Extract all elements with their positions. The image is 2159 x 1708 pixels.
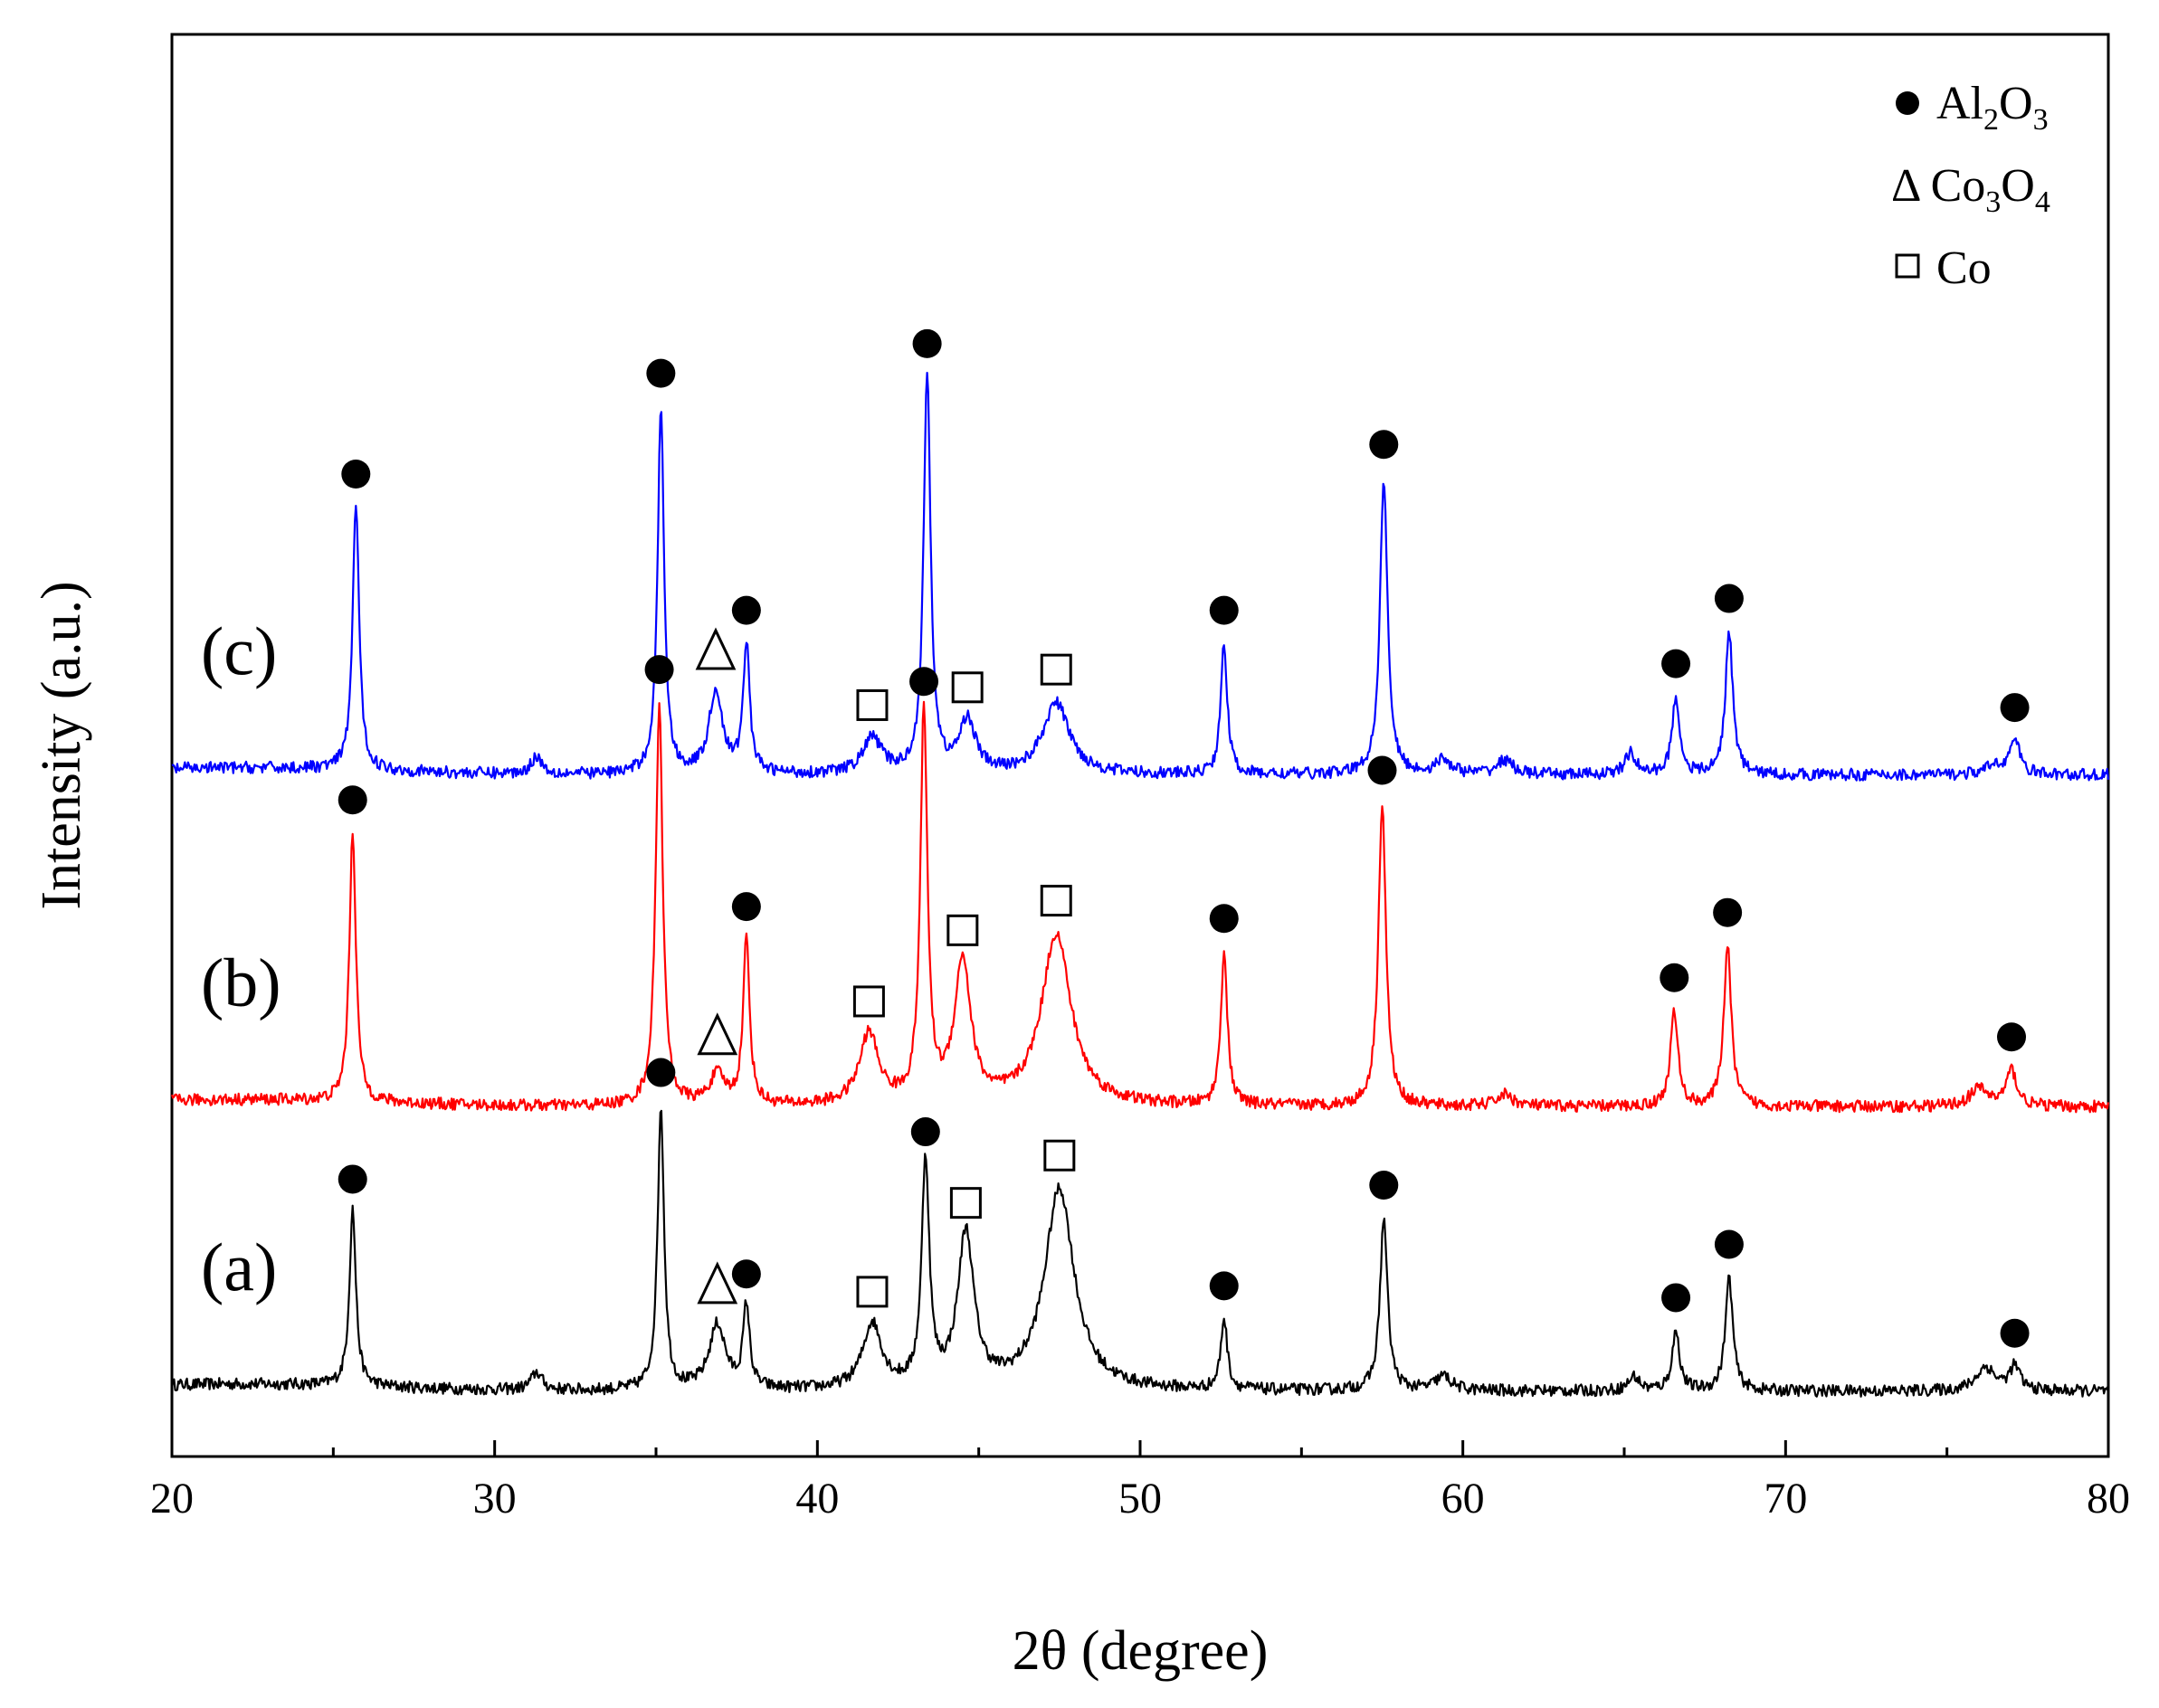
legend-co3o4-part2: O bbox=[2001, 160, 2035, 212]
series-label-0: (a) bbox=[201, 1230, 277, 1306]
series-labels: (a) (b) (c) bbox=[201, 613, 281, 1305]
x-tick-label: 70 bbox=[1764, 1475, 1807, 1523]
series-curve-2 bbox=[171, 372, 2110, 782]
x-tick-label: 50 bbox=[1118, 1475, 1162, 1523]
al2o3-marker bbox=[912, 328, 942, 358]
legend-al2o3-part2: O bbox=[1999, 78, 2033, 129]
legend-item-al2o3: Al2O3 bbox=[1936, 78, 2049, 137]
al2o3-marker bbox=[1367, 755, 1397, 785]
series-label-1: (b) bbox=[201, 945, 281, 1021]
al2o3-marker bbox=[2000, 1318, 2030, 1348]
co-marker bbox=[856, 688, 889, 721]
al2o3-marker bbox=[1660, 963, 1689, 992]
legend-al2o3-sub2: 3 bbox=[2033, 103, 2049, 137]
co-marker bbox=[852, 985, 885, 1018]
al2o3-marker bbox=[1997, 1022, 2026, 1052]
series-curve-1 bbox=[170, 700, 2110, 1114]
x-axis: 20 30 40 50 60 70 80 bbox=[150, 1440, 2130, 1523]
plot-frame bbox=[170, 33, 2110, 1458]
al2o3-marker bbox=[1661, 1283, 1691, 1313]
co-marker bbox=[951, 671, 984, 704]
al2o3-marker bbox=[1713, 897, 1743, 927]
al2o3-marker bbox=[2000, 693, 2030, 723]
al2o3-marker bbox=[646, 1058, 676, 1087]
legend-square-icon bbox=[1895, 253, 1920, 279]
al2o3-marker bbox=[1661, 649, 1691, 678]
legend-item-co: Co bbox=[1936, 242, 1992, 294]
co3o4-marker bbox=[697, 1261, 738, 1305]
x-tick-label: 40 bbox=[795, 1475, 839, 1523]
legend-circle-icon bbox=[1896, 91, 1919, 115]
al2o3-marker bbox=[1714, 1229, 1744, 1259]
legend-co3o4-sub1: 3 bbox=[1985, 185, 2001, 219]
al2o3-marker bbox=[731, 1259, 761, 1289]
x-tick-label: 60 bbox=[1441, 1475, 1485, 1523]
legend-al2o3-part1: Al bbox=[1936, 78, 1983, 129]
al2o3-marker bbox=[731, 595, 761, 625]
series-curve-0 bbox=[170, 1109, 2110, 1398]
co-marker bbox=[1040, 653, 1072, 686]
co-marker bbox=[856, 1276, 889, 1308]
al2o3-marker bbox=[338, 785, 367, 815]
al2o3-marker bbox=[1714, 584, 1744, 613]
legend: Al2O3 Δ Co3O4 Co bbox=[1891, 78, 2050, 294]
co3o4-marker bbox=[697, 1012, 738, 1056]
x-tick-label: 80 bbox=[2087, 1475, 2130, 1523]
legend-co3o4-part1: Δ Co bbox=[1891, 160, 1985, 212]
x-axis-title: 2θ (degree) bbox=[1013, 1620, 1269, 1682]
al2o3-marker bbox=[646, 358, 676, 388]
al2o3-marker bbox=[731, 892, 761, 922]
legend-co3o4-sub2: 4 bbox=[2035, 185, 2050, 219]
al2o3-marker bbox=[1209, 904, 1239, 934]
al2o3-marker bbox=[338, 1164, 367, 1194]
legend-item-co3o4: Δ Co3O4 bbox=[1891, 160, 2050, 219]
series-curves bbox=[170, 372, 2110, 1398]
y-axis-title: Intensity (a.u.) bbox=[31, 581, 92, 909]
x-tick-label: 30 bbox=[473, 1475, 517, 1523]
co-marker bbox=[949, 1187, 982, 1219]
al2o3-marker bbox=[644, 655, 674, 685]
al2o3-marker bbox=[1369, 430, 1399, 460]
al2o3-marker bbox=[1209, 1271, 1239, 1301]
legend-al2o3-sub1: 2 bbox=[1983, 103, 1999, 137]
al2o3-marker bbox=[910, 1117, 940, 1147]
al2o3-marker bbox=[1369, 1171, 1399, 1200]
al2o3-marker bbox=[1209, 595, 1239, 625]
series-label-2: (c) bbox=[201, 613, 277, 689]
co3o4-marker bbox=[695, 627, 737, 670]
co-marker bbox=[1040, 885, 1072, 917]
x-tick-label: 20 bbox=[150, 1475, 194, 1523]
al2o3-marker bbox=[909, 667, 939, 697]
co-marker bbox=[946, 914, 979, 946]
co-marker bbox=[1043, 1139, 1076, 1172]
al2o3-marker bbox=[341, 460, 371, 489]
peak-markers bbox=[338, 328, 2030, 1348]
